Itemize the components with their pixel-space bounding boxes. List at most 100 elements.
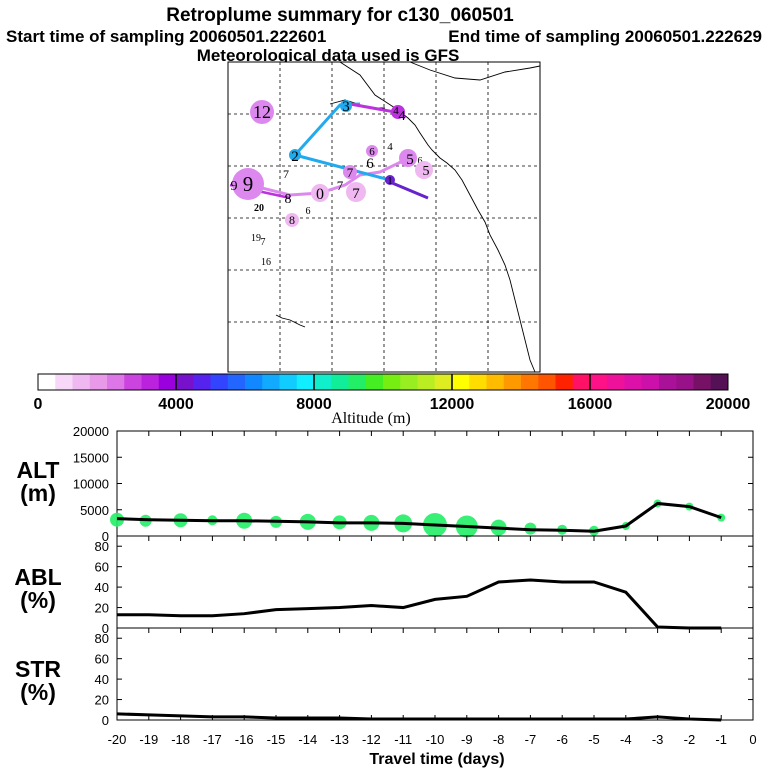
x-axis-label: Travel time (days) [369,751,504,768]
x-tick-label: 0 [749,732,756,747]
colorbar-cell [176,374,194,390]
panel-frame [116,535,754,629]
marker-6d-label: 6 [306,206,311,217]
marker-1 [385,175,395,185]
map-frame [227,61,541,373]
colorbar-cell [158,374,177,390]
colorbar-tick-label: 12000 [430,396,475,413]
panel-alt: 20000 15000 10000 5000 0 ALT(m) [16,424,754,544]
x-tick-label: -20 [108,732,127,747]
marker-9a-label: 9 [231,179,238,194]
colorbar-cell [383,374,401,390]
y-tick-label: 80 [95,631,109,646]
x-tick-label: -8 [493,732,505,747]
panel-ylabel-unit: (m) [20,480,56,506]
colorbar-cell [124,374,142,390]
marker-9 [232,168,264,200]
x-tick-label: -1 [715,732,727,747]
colorbar-cell [38,374,56,390]
y-tick-label: 0 [102,621,109,636]
panel-ylabel-name: ABL [14,564,61,590]
marker-8a-label: 8 [285,192,292,207]
x-tick-label: -14 [298,732,317,747]
map-grid [228,62,540,372]
marker-4a-label: 4 [393,105,399,117]
colorbar-cell [314,374,332,390]
colorbar-cell [503,374,522,390]
y-tick-label: 15000 [73,450,109,465]
marker-4c-label: 4 [387,141,393,153]
colorbar-cell [141,374,160,390]
x-tick-label: -9 [461,732,473,747]
colorbar-cell [676,374,694,390]
marker-7c-label: 7 [337,178,344,193]
x-tick-label: -18 [171,732,190,747]
marker-9b-label: 9 [243,172,254,196]
marker-7d-label: 7 [352,186,360,202]
met-data-label: Meteorological data used is GFS [197,46,460,65]
trajectories [229,102,429,200]
colorbar-cell [641,374,660,390]
y-tick-label: 0 [102,713,109,728]
start-time-label: Start time of sampling 20060501.222601 [6,27,326,46]
colorbar-cell [521,374,539,390]
panel-frame [116,627,754,721]
marker-6a [366,145,378,157]
end-time-label: End time of sampling 20060501.222629 [448,27,762,46]
panel-abl: 80 60 40 20 0 ABL(%) [14,535,754,636]
x-tick-label: -17 [203,732,222,747]
y-tick-label: 60 [95,560,109,575]
colorbar-cell [348,374,367,390]
series-line-alt [116,501,722,533]
marker-6a-label: 6 [369,146,375,158]
marker-2-label: 2 [291,149,299,165]
y-tick-label: 40 [95,580,109,595]
colorbar-cell [555,374,574,390]
x-tick-label: -3 [652,732,664,747]
coastline [339,61,536,373]
colorbar-cell [659,374,677,390]
x-tick-label: -6 [556,732,568,747]
colorbar-tick-label: 20000 [706,396,751,413]
marker-5b [415,161,433,179]
x-tick-label: -10 [426,732,445,747]
colorbar-label: Altitude (m) [331,410,411,427]
hawaii-islands [275,314,306,328]
marker-0-label: 0 [316,186,324,203]
colorbar-cell [710,374,729,390]
panel-str: 80 60 40 20 0 STR(%) [15,627,754,728]
colorbar-cell [72,374,91,390]
y-tick-label: 0 [102,529,109,544]
colorbar-cell [227,374,246,390]
colorbar-cell [210,374,229,390]
panel-ylabel-unit: (%) [20,679,56,705]
colorbar-frame [37,373,729,391]
marker-20-label: 20 [254,203,264,214]
x-tick-label: -19 [139,732,158,747]
marker-16-label: 16 [261,257,271,268]
marker-4b-label: 4 [399,109,406,124]
marker-7e-label: 7 [261,237,266,248]
colorbar-cell [538,374,556,390]
colorbar-cell [434,374,453,390]
y-tick-label: 40 [95,672,109,687]
x-tick-label: -5 [588,732,600,747]
marker-7b [343,165,357,179]
y-tick-label: 80 [95,539,109,554]
marker-12 [250,100,274,124]
marker-7d [346,182,366,202]
trajectory-blue-south [294,153,391,182]
colorbar-cell [624,374,643,390]
colorbar-ticks: 0 4000 8000 12000 16000 20000 [34,374,751,413]
x-tick-label: -2 [684,732,696,747]
day-markers: 12 4 4 3 2 6 4 5 6 5 7 6 7 1 9 9 8 [231,99,433,268]
series-line-str [116,712,722,722]
colorbar-cell [296,374,315,390]
marker-3-label: 3 [342,99,350,115]
colorbar-cell [331,374,349,390]
x-tick-label: -13 [330,732,349,747]
colorbar-cell [262,374,280,390]
y-tick-label: 20 [95,693,109,708]
y-tick-label: 60 [95,652,109,667]
colorbar-tick-label: 4000 [158,396,194,413]
